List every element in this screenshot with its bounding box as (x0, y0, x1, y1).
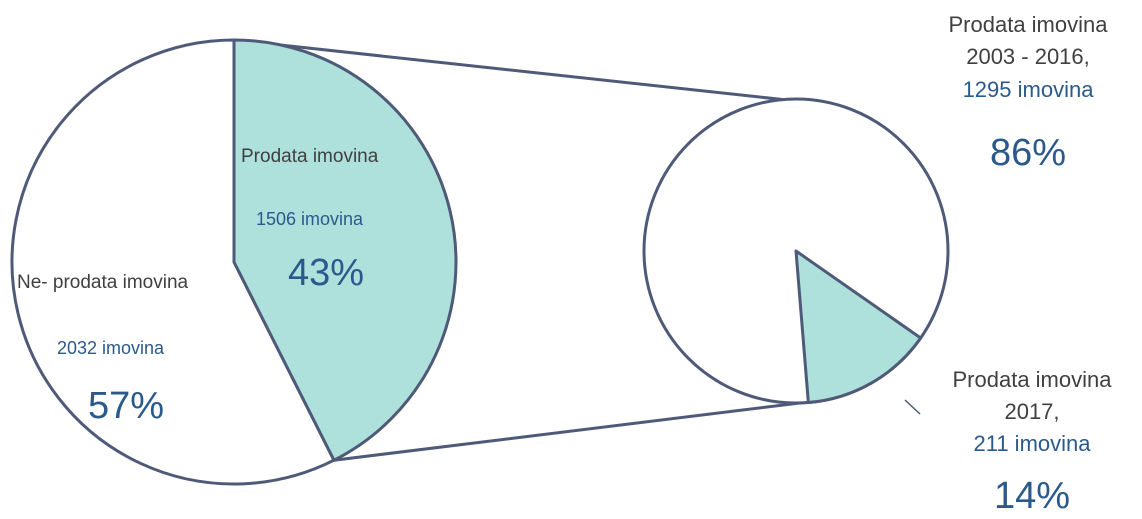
pie-slice-sold (232, 38, 458, 462)
slice-label-sold: Prodata imovina (241, 146, 379, 167)
breakdown-percent-2017: 14% (993, 475, 1071, 517)
breakdown-pie (642, 97, 950, 405)
breakdown-label-2017-line2: 2017, (1004, 399, 1060, 424)
slice-label-unsold: Ne- prodata imovina (17, 272, 189, 293)
slice-count-sold: 1506 imovina (256, 209, 364, 229)
connector-lines (233, 38, 809, 462)
connector-line-bottom (333, 400, 809, 462)
breakdown-count-2017: 211 imovina (973, 431, 1091, 456)
main-pie (10, 38, 458, 486)
slice-count-unsold: 2032 imovina (57, 338, 165, 358)
slice-percent-sold: 43% (288, 252, 365, 294)
pie-slice-unsold (10, 38, 336, 486)
breakdown-label-2003-2016-line2: 2003 - 2016, (966, 44, 1090, 69)
slice-percent-unsold: 57% (88, 385, 165, 427)
breakdown-slice-2017 (794, 249, 923, 404)
breakdown-count-2003-2016: 1295 imovina (962, 77, 1094, 102)
leader-line (904, 399, 921, 415)
connector-line-top (233, 38, 797, 103)
breakdown-percent-2003-2016: 86% (989, 132, 1067, 174)
breakdown-label-2017-line1: Prodata imovina (952, 367, 1112, 392)
breakdown-label-2003-2016-line1: Prodata imovina (948, 12, 1108, 37)
